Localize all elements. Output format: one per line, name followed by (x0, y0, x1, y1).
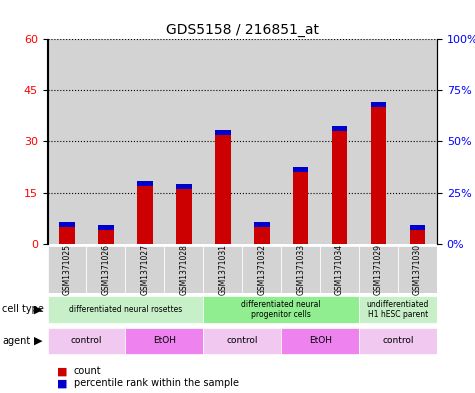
FancyBboxPatch shape (281, 246, 320, 293)
Bar (293, 172, 308, 244)
Bar (332, 126, 347, 131)
FancyBboxPatch shape (203, 296, 359, 323)
Bar (203, 39, 242, 244)
Bar (137, 181, 152, 186)
Bar (293, 167, 308, 172)
Text: control: control (71, 336, 102, 345)
Bar (242, 39, 281, 244)
Text: ■: ■ (57, 366, 67, 376)
Text: GSM1371034: GSM1371034 (335, 244, 344, 295)
Text: GSM1371026: GSM1371026 (102, 244, 110, 295)
Bar (215, 130, 230, 135)
Bar (254, 227, 269, 244)
Text: ■: ■ (57, 378, 67, 388)
Text: control: control (227, 336, 258, 345)
Bar (254, 222, 269, 227)
FancyBboxPatch shape (86, 246, 125, 293)
FancyBboxPatch shape (359, 246, 398, 293)
Bar (359, 39, 398, 244)
FancyBboxPatch shape (125, 328, 203, 354)
Text: control: control (382, 336, 414, 345)
FancyBboxPatch shape (320, 246, 359, 293)
Bar (98, 225, 114, 230)
Bar (176, 189, 191, 244)
Text: GSM1371032: GSM1371032 (257, 244, 266, 295)
FancyBboxPatch shape (48, 246, 86, 293)
Bar (215, 135, 230, 244)
Bar (125, 39, 164, 244)
Text: EtOH: EtOH (309, 336, 332, 345)
Bar (410, 225, 425, 230)
Text: ▶: ▶ (34, 336, 43, 346)
FancyBboxPatch shape (359, 296, 437, 323)
Text: ▶: ▶ (34, 304, 43, 314)
FancyBboxPatch shape (203, 328, 281, 354)
Bar (320, 39, 359, 244)
Text: GSM1371033: GSM1371033 (296, 244, 305, 295)
FancyBboxPatch shape (125, 246, 164, 293)
Title: GDS5158 / 216851_at: GDS5158 / 216851_at (166, 23, 319, 37)
FancyBboxPatch shape (398, 246, 437, 293)
Bar (371, 107, 386, 244)
FancyBboxPatch shape (359, 328, 437, 354)
Text: GSM1371031: GSM1371031 (218, 244, 227, 295)
Text: agent: agent (2, 336, 30, 346)
Bar (281, 39, 320, 244)
FancyBboxPatch shape (242, 246, 281, 293)
Bar (176, 184, 191, 189)
Bar (86, 39, 125, 244)
Text: differentiated neural
progenitor cells: differentiated neural progenitor cells (241, 300, 321, 319)
Bar (332, 131, 347, 244)
Text: cell type: cell type (2, 304, 44, 314)
Text: GSM1371029: GSM1371029 (374, 244, 383, 295)
FancyBboxPatch shape (203, 246, 242, 293)
FancyBboxPatch shape (48, 296, 203, 323)
Text: GSM1371030: GSM1371030 (413, 244, 422, 295)
FancyBboxPatch shape (48, 328, 125, 354)
Text: count: count (74, 366, 101, 376)
Bar (59, 222, 75, 227)
FancyBboxPatch shape (281, 328, 359, 354)
Text: GSM1371027: GSM1371027 (141, 244, 149, 295)
FancyBboxPatch shape (164, 246, 203, 293)
Bar (98, 230, 114, 244)
Bar (164, 39, 203, 244)
Bar (398, 39, 437, 244)
Text: undifferentiated
H1 hESC parent: undifferentiated H1 hESC parent (367, 300, 429, 319)
Text: GSM1371028: GSM1371028 (180, 244, 188, 295)
Text: percentile rank within the sample: percentile rank within the sample (74, 378, 238, 388)
Text: GSM1371025: GSM1371025 (63, 244, 71, 295)
Bar (371, 102, 386, 107)
Text: EtOH: EtOH (153, 336, 176, 345)
Bar (48, 39, 86, 244)
Text: differentiated neural rosettes: differentiated neural rosettes (69, 305, 182, 314)
Bar (137, 186, 152, 244)
Bar (410, 230, 425, 244)
Bar (59, 227, 75, 244)
